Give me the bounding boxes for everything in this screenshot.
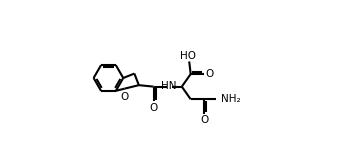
Text: O: O [205,69,213,79]
Text: HO: HO [180,51,196,61]
Text: NH₂: NH₂ [221,94,241,104]
Text: O: O [200,115,208,125]
Text: O: O [150,103,158,113]
Text: O: O [121,92,129,102]
Text: HN: HN [161,81,177,91]
